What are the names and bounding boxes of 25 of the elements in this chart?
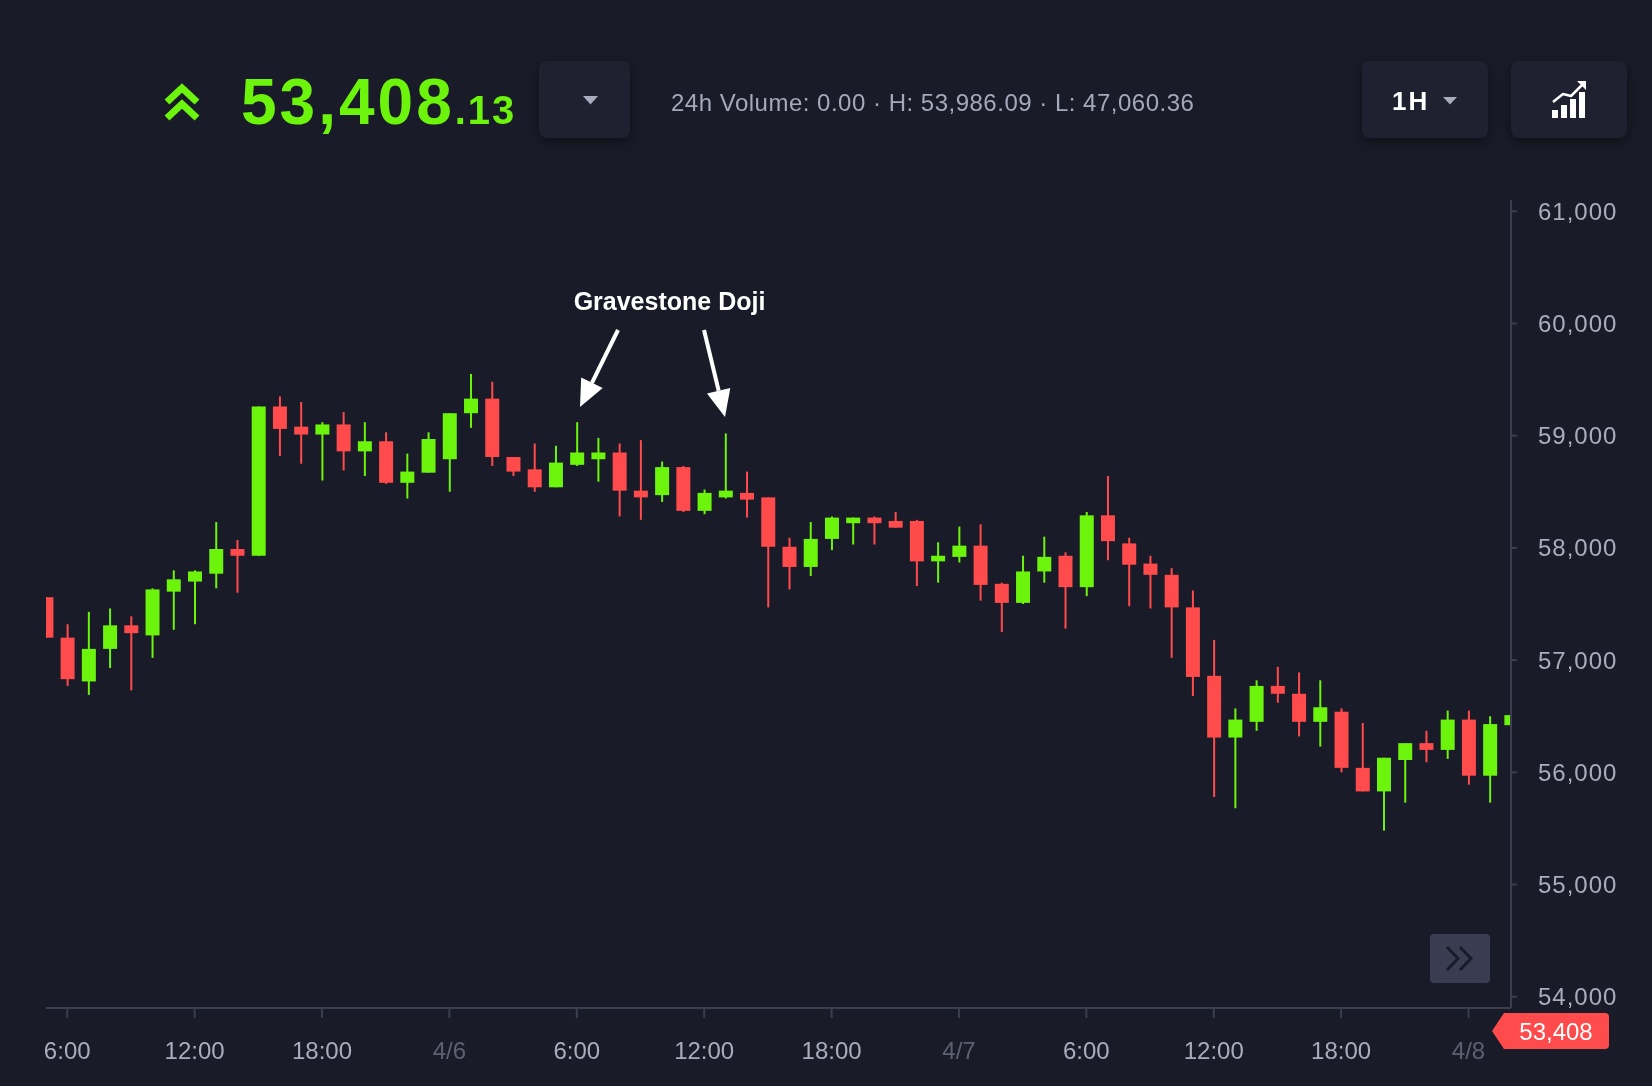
x-tick-label: 6:00 [43, 1036, 91, 1064]
y-tick-label: 59,000 [1538, 422, 1618, 450]
text: 24h Volume: 0.00 · H: 53,986.09 · L: 47,060.36 [671, 89, 1195, 116]
x-tick-label: 6:00 [553, 1036, 601, 1064]
x-tick-label: 12:00 [164, 1036, 225, 1064]
annotation: Gravestone Doji [573, 287, 766, 315]
x-tick-label: 12:00 [674, 1036, 735, 1064]
x-tick-label: 18:00 [1311, 1036, 1372, 1064]
x-tick-label: 4/6 [432, 1036, 467, 1064]
y-tick-label: 58,000 [1538, 534, 1618, 562]
x-tick-label: 18:00 [291, 1036, 353, 1064]
x-tick-label: 12:00 [1183, 1036, 1244, 1064]
x-tick-label: 18:00 [801, 1036, 862, 1064]
price-tag: 53,408 [1492, 1013, 1609, 1049]
y-tick-label: 57,000 [1538, 646, 1618, 674]
x-tick-label: 4/7 [942, 1036, 976, 1064]
x-tick-label: 4/8 [1451, 1036, 1486, 1064]
x-tick-label: 6:00 [1063, 1036, 1110, 1064]
y-tick-label: 55,000 [1538, 871, 1618, 899]
y-tick-label: 54,000 [1538, 983, 1618, 1011]
y-tick-label: 60,000 [1538, 309, 1618, 337]
dropdown-button: 1H [1362, 61, 1488, 138]
y-tick-label: 56,000 [1538, 758, 1618, 786]
text: 53,408.13 [241, 66, 517, 138]
y-tick-label: 61,000 [1538, 197, 1618, 225]
